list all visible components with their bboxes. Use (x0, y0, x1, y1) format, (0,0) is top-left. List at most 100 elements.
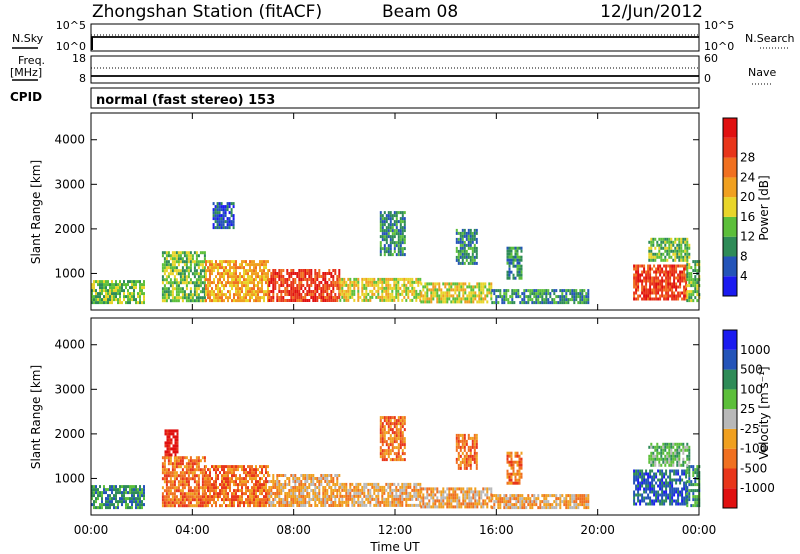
data-cell (395, 428, 398, 432)
data-cell (259, 263, 261, 267)
data-cell (349, 491, 352, 495)
data-cell (683, 285, 686, 289)
data-cell (216, 211, 219, 215)
data-cell (183, 290, 186, 294)
data-cell (341, 482, 344, 486)
data-cell (175, 471, 178, 475)
data-cell (233, 281, 235, 285)
data-cell (97, 506, 99, 510)
data-cell (167, 260, 170, 264)
data-cell (228, 205, 231, 209)
data-cell (239, 483, 241, 487)
data-cell (507, 298, 510, 302)
data-cell (518, 273, 521, 277)
data-cell (688, 474, 691, 478)
data-cell (302, 495, 305, 498)
data-cell (292, 287, 295, 290)
data-cell (222, 205, 225, 209)
data-cell (193, 462, 196, 466)
data-cell (304, 498, 307, 501)
data-cell (339, 494, 342, 498)
data-cell (195, 495, 198, 499)
data-cell (97, 497, 99, 501)
data-cell (659, 487, 662, 491)
data-cell (213, 266, 215, 270)
data-cell (173, 254, 176, 258)
data-cell (581, 289, 584, 293)
data-cell (187, 293, 190, 297)
data-cell (189, 504, 192, 508)
data-cell (125, 283, 127, 287)
data-cell (322, 299, 325, 302)
data-cell (442, 502, 445, 506)
data-cell (328, 483, 331, 486)
data-cell (174, 444, 177, 448)
data-cell (480, 502, 483, 506)
data-cell (490, 490, 493, 494)
data-cell (282, 489, 285, 492)
data-cell (107, 497, 109, 501)
data-cell (219, 263, 221, 267)
data-cell (290, 275, 293, 278)
data-cell (133, 283, 135, 287)
data-cell (288, 489, 291, 492)
data-cell (476, 502, 479, 506)
data-cell (675, 490, 678, 494)
data-cell (440, 493, 443, 497)
data-cell (385, 280, 388, 284)
data-cell (173, 483, 176, 487)
data-cell (255, 480, 257, 484)
data-cell (201, 290, 204, 294)
data-cell (668, 246, 671, 250)
data-cell (503, 497, 506, 501)
data-cell (217, 263, 219, 267)
data-cell (233, 492, 235, 496)
data-cell (539, 295, 542, 299)
data-cell (359, 503, 362, 507)
data-cell (217, 281, 219, 285)
data-cell (393, 431, 396, 435)
data-cell (253, 504, 255, 508)
data-cell (111, 485, 113, 489)
data-cell (322, 287, 325, 290)
data-cell (397, 443, 400, 447)
data-cell (131, 506, 133, 510)
data-cell (243, 468, 245, 472)
data-cell (473, 228, 476, 232)
data-cell (209, 293, 211, 297)
data-cell (322, 290, 325, 293)
data-cell (426, 297, 429, 301)
data-cell (181, 498, 184, 502)
data-cell (686, 252, 689, 256)
data-cell (221, 260, 223, 264)
data-cell (259, 501, 261, 505)
data-cell (661, 469, 664, 473)
data-cell (268, 269, 271, 272)
data-cell (175, 474, 178, 478)
data-cell (549, 292, 552, 296)
data-cell (469, 231, 472, 235)
data-cell (647, 276, 650, 280)
data-cell (217, 299, 219, 303)
data-cell (383, 298, 386, 302)
data-cell (176, 450, 179, 454)
data-cell (187, 492, 190, 496)
data-cell (276, 296, 279, 299)
data-cell (541, 289, 544, 293)
data-cell (261, 498, 263, 502)
data-cell (225, 492, 227, 496)
data-cell (641, 472, 644, 476)
data-cell (326, 495, 329, 498)
data-cell (251, 480, 253, 484)
data-cell (195, 257, 198, 261)
data-cell (417, 283, 420, 287)
data-cell (278, 275, 281, 278)
data-cell (131, 286, 133, 290)
data-cell (249, 489, 251, 493)
data-cell (261, 477, 263, 481)
data-cell (241, 281, 243, 285)
data-cell (176, 444, 179, 448)
data-cell (267, 278, 269, 282)
data-cell (290, 299, 293, 302)
data-cell (484, 294, 487, 298)
